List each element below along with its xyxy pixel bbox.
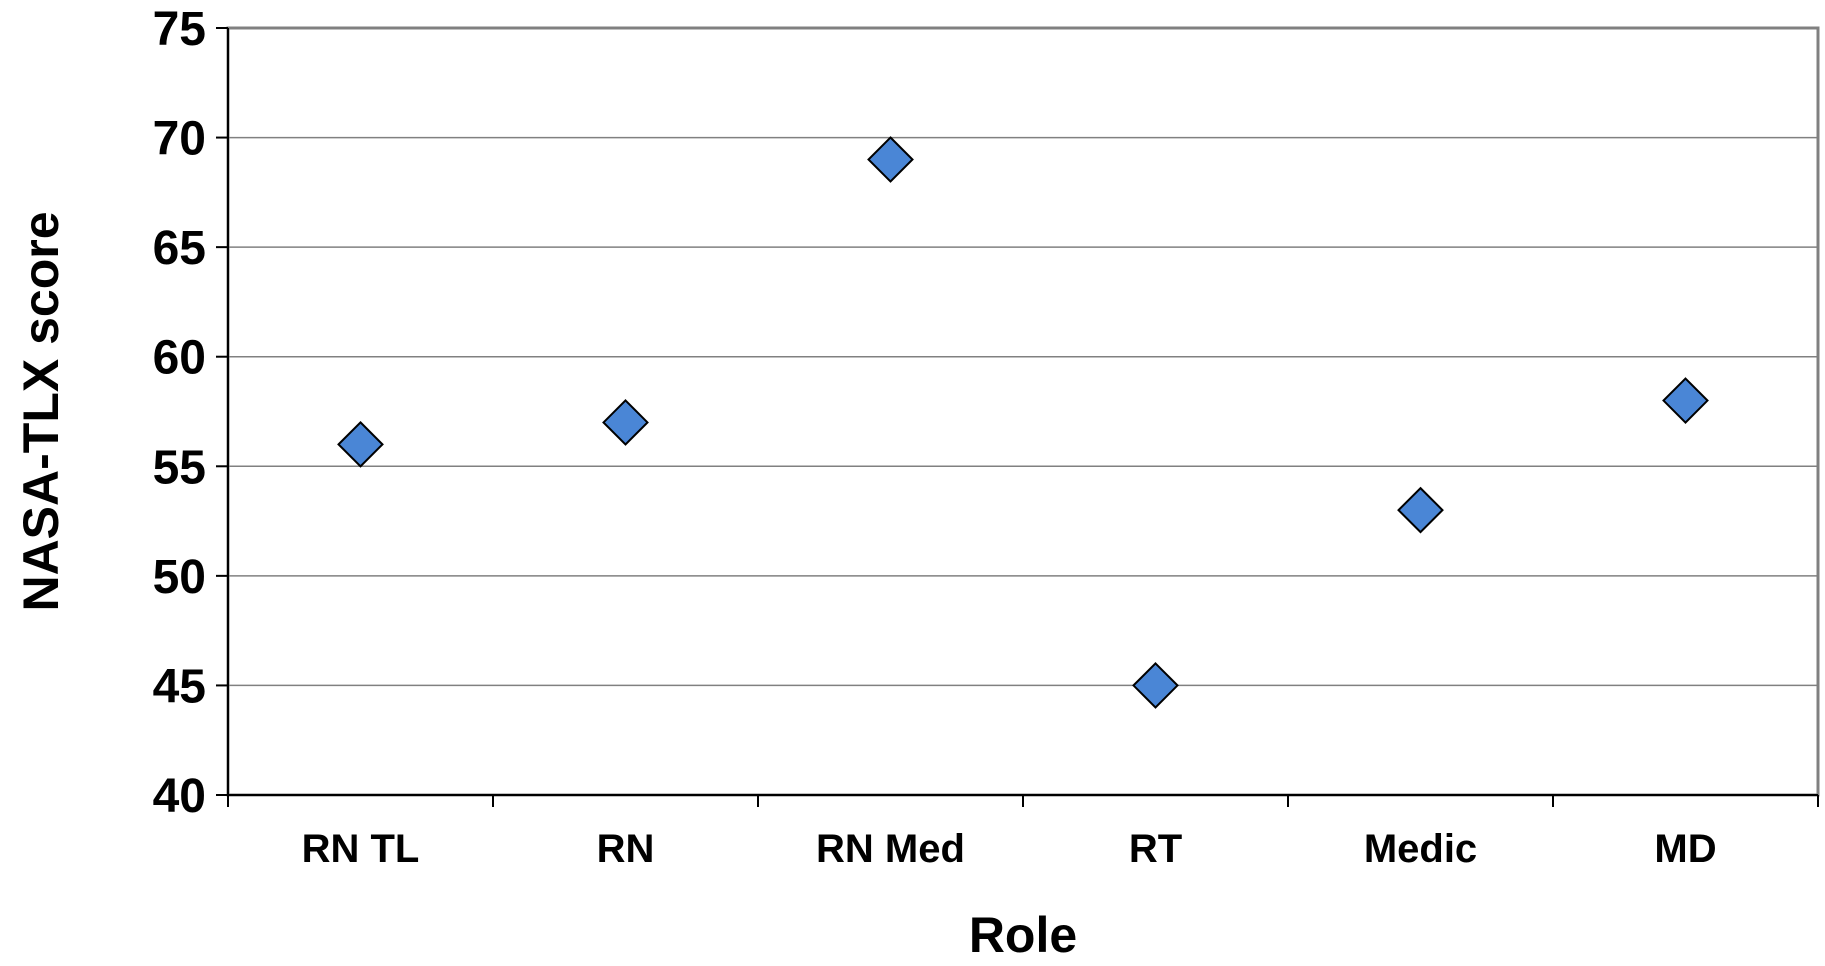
data-point-diamond xyxy=(1662,377,1709,424)
x-tick-labels: RN TL RN RN Med RT Medic MD xyxy=(302,827,1717,871)
data-point-diamond xyxy=(337,420,384,468)
y-tick-label: 45 xyxy=(153,660,206,713)
y-axis-title: NASA-TLX score xyxy=(13,211,69,611)
data-point-diamond xyxy=(1132,662,1179,709)
x-tick-label: Medic xyxy=(1364,827,1477,871)
x-axis-title: Role xyxy=(969,907,1077,963)
x-tick-label: MD xyxy=(1654,827,1716,871)
y-tick-label: 50 xyxy=(153,551,206,604)
data-point-diamond xyxy=(602,399,649,446)
y-tick-label: 65 xyxy=(153,222,206,275)
x-tick-label: RN Med xyxy=(816,827,965,871)
x-tick-label: RN xyxy=(597,827,655,871)
x-tick-label: RT xyxy=(1129,827,1182,871)
data-point-diamond xyxy=(867,136,914,183)
y-tick-labels: 40 45 50 55 60 65 70 75 xyxy=(153,3,206,823)
y-tick-label: 55 xyxy=(153,441,206,494)
data-point-diamond xyxy=(1397,486,1444,534)
plot-area-border xyxy=(226,26,1820,797)
y-tick-label: 60 xyxy=(153,332,206,385)
x-tick-label: RN TL xyxy=(302,827,420,871)
data-points xyxy=(337,136,1709,709)
y-tick-label: 70 xyxy=(153,113,206,166)
y-tick-label: 40 xyxy=(153,770,206,823)
grid-lines xyxy=(228,27,1818,687)
y-tick-label: 75 xyxy=(153,3,206,56)
axes xyxy=(216,27,1819,807)
